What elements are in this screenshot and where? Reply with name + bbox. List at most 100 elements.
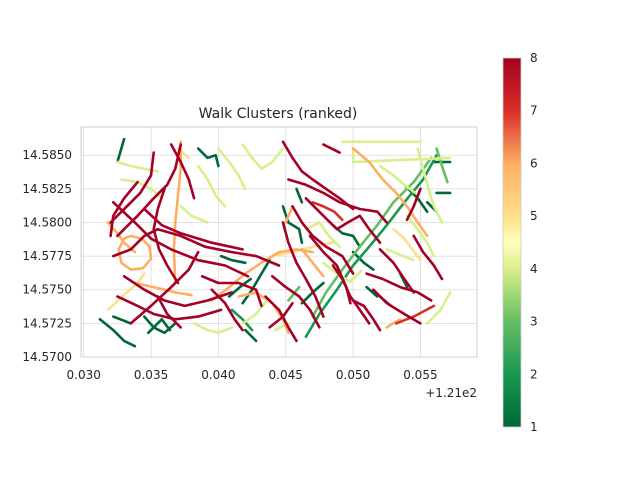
walk-segment-rank-4: [385, 248, 416, 262]
walk-segment-rank-1: [147, 317, 172, 335]
walk-segment-rank-8: [268, 301, 294, 329]
walk-segment-rank-8: [152, 187, 180, 285]
colorbar-tick-label: 1: [530, 420, 538, 434]
walk-segment-rank-6: [385, 317, 402, 329]
walk-segment-rank-8: [378, 248, 416, 294]
walk-segment-rank-4: [241, 299, 269, 325]
walk-segment-rank-4: [425, 291, 452, 325]
walk-segment-rank-6: [210, 248, 315, 302]
y-tick-label: 14.5725: [22, 316, 72, 330]
walk-segment-rank-8: [281, 140, 355, 211]
x-tick-label: 0.055: [403, 368, 437, 382]
walk-segment-rank-4: [378, 164, 417, 195]
walk-segment-rank-8: [331, 264, 371, 325]
walk-segment-rank-8: [304, 197, 382, 244]
walk-segment-rank-1: [98, 317, 137, 348]
walk-segment-rank-6: [351, 147, 429, 238]
colorbar-tick-label: 2: [530, 367, 538, 381]
colorbar-tick-label: 7: [530, 104, 538, 118]
walk-segments: [98, 137, 452, 348]
walk-segment-rank-4: [179, 205, 209, 224]
walk-segment-rank-8: [156, 295, 182, 329]
y-tick-label: 14.5775: [22, 249, 72, 263]
colorbar-axis: 1 2 3 4 5 6 7 8: [530, 51, 538, 434]
walk-segment-rank-1: [295, 187, 304, 204]
walk-segment-rank-4: [217, 147, 247, 191]
walk-segment-rank-1: [241, 258, 271, 305]
walk-segment-rank-4: [304, 221, 341, 248]
walk-segment-rank-8: [200, 274, 263, 308]
walk-segment-rank-4: [192, 322, 234, 335]
walk-segment-rank-2: [230, 308, 254, 332]
walk-segment-rank-1: [196, 147, 220, 168]
walk-segment-rank-8: [169, 143, 196, 200]
walk-segment-rank-3: [435, 147, 449, 184]
walk-segment-rank-1: [244, 328, 258, 343]
colorbar-tick-label: 6: [530, 156, 538, 170]
x-offset-label: +1.21e2: [425, 386, 477, 400]
walk-segment-rank-8: [112, 227, 281, 267]
walk-segment-rank-8: [270, 274, 321, 329]
walk-segment-rank-4: [405, 214, 436, 258]
walk-segment-rank-8: [365, 272, 433, 302]
walk-segment-rank-8: [264, 295, 298, 343]
map-title: Walk Clusters (ranked): [199, 106, 358, 122]
walk-segment-rank-1: [116, 137, 126, 164]
walk-segment-rank-4: [196, 164, 227, 208]
walk-segment-rank-8: [405, 187, 422, 222]
y-tick-label: 14.5850: [22, 148, 72, 162]
colorbar-tick-label: 4: [530, 262, 538, 276]
walk-segment-rank-8: [129, 250, 200, 325]
walk-segment-rank-8: [109, 151, 155, 224]
walk-segment-rank-8: [116, 295, 223, 321]
colorbar: [502, 57, 522, 428]
walk-segment-rank-3: [311, 156, 433, 318]
colorbar-tick-label: 8: [530, 51, 538, 65]
walk-segment-rank-2: [304, 153, 438, 339]
walk-segment-rank-8: [322, 143, 341, 154]
walk-segment-rank-4: [416, 147, 444, 224]
y-tick-label: 14.5800: [22, 215, 72, 229]
walk-segment-rank-8: [122, 274, 234, 308]
x-axis: 0.030 0.035 0.040 0.045 0.050 0.055: [67, 368, 438, 382]
x-tick-label: 0.030: [67, 368, 101, 382]
walk-segment-rank-1: [351, 250, 375, 271]
walk-segment-rank-1: [281, 205, 304, 244]
x-tick-label: 0.045: [269, 368, 303, 382]
colorbar-tick-label: 3: [530, 315, 538, 329]
walk-segment-rank-8: [371, 288, 422, 325]
walk-segment-rank-8: [287, 178, 389, 224]
y-tick-label: 14.5825: [22, 182, 72, 196]
y-tick-label: 14.5750: [22, 283, 72, 297]
walk-segment-rank-8: [109, 180, 139, 238]
walk-segment-rank-4: [351, 147, 452, 164]
walk-segment-rank-5: [392, 227, 422, 262]
walk-segment-rank-8: [116, 143, 182, 238]
walk-segment-rank-5: [106, 272, 146, 312]
walk-segment-rank-4: [241, 143, 285, 170]
walk-segment-rank-8: [112, 201, 250, 278]
colorbar-tick-label: 5: [530, 209, 538, 223]
walk-segment-rank-6: [284, 205, 294, 224]
walk-segment-rank-8: [210, 288, 244, 332]
walk-segment-rank-6: [300, 248, 325, 278]
x-tick-label: 0.035: [134, 368, 168, 382]
walk-segment-rank-1: [112, 315, 133, 325]
walk-segment-rank-8: [412, 234, 444, 281]
walk-segment-rank-8: [291, 205, 355, 275]
walk-segment-rank-4: [322, 261, 363, 284]
walk-segment-rank-6: [133, 281, 193, 297]
x-tick-label: 0.050: [336, 368, 370, 382]
walk-segment-rank-8: [351, 299, 382, 332]
walk-segment-rank-7: [311, 201, 344, 222]
walk-segment-rank-1: [219, 254, 247, 265]
walk-segment-rank-8: [308, 234, 352, 305]
walk-segment-rank-8: [281, 221, 325, 318]
y-tick-label: 14.5700: [22, 350, 72, 364]
x-tick-label: 0.040: [201, 368, 235, 382]
y-axis: 14.5700 14.5725 14.5750 14.5775 14.5800 14.58…: [22, 148, 72, 364]
walk-segment-rank-1: [365, 285, 379, 298]
walk-segment-rank-6: [117, 234, 153, 271]
walk-segment-rank-7: [394, 304, 436, 325]
